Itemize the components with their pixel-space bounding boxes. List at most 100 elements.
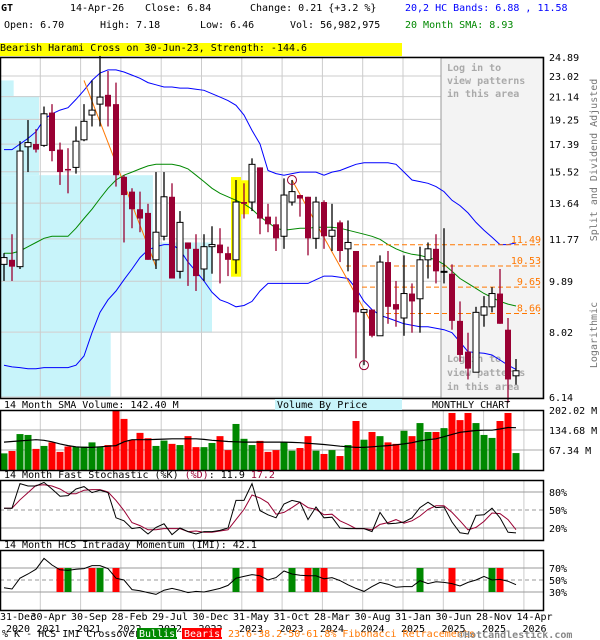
price-tick-label: 15.52	[549, 168, 579, 179]
close-value: Close: 6.84	[145, 3, 212, 14]
copyright-logo[interactable]: ©HotCandlestick.com	[458, 629, 572, 640]
candle-up	[440, 270, 448, 273]
candle-up	[208, 244, 216, 248]
candle-down	[241, 202, 247, 204]
volume-bar	[152, 445, 160, 470]
candle-down	[305, 196, 311, 239]
price-tick-label: 23.02	[549, 72, 579, 83]
candle-down	[65, 168, 71, 171]
date-label-year: 2023	[239, 624, 263, 635]
volume-by-price-bar	[1, 175, 153, 243]
candle-down	[105, 94, 111, 107]
candle-up	[280, 194, 288, 237]
date-label: 29-Jul	[152, 612, 188, 623]
candle-down	[497, 293, 503, 324]
date-label: 28-Mar	[314, 612, 350, 623]
volume-bar	[112, 410, 120, 470]
stochastic-d-value: 17.2	[251, 470, 275, 481]
volume-by-price-bar	[1, 80, 14, 96]
candle-up	[152, 231, 160, 261]
volume-bar	[128, 440, 136, 470]
volume-bar	[352, 420, 360, 470]
price-tick-label: 6.14	[549, 393, 573, 404]
candle-up	[344, 241, 352, 250]
imi-crossover-bullish	[312, 568, 320, 592]
fibonacci-level-label: 8.66	[517, 303, 541, 314]
candle-down	[225, 253, 231, 260]
candle-down	[409, 293, 415, 302]
low-value: Low: 6.46	[200, 20, 255, 31]
volume-bar	[488, 437, 496, 470]
stochastic-k-line	[4, 481, 517, 536]
volume-bar	[160, 440, 168, 470]
volume-panel-frame	[0, 409, 545, 472]
login-overlay[interactable]: Log in to view patterns in this area Log…	[440, 57, 544, 399]
candle-up	[480, 306, 488, 316]
volume-bar	[360, 439, 368, 470]
candle-up	[328, 229, 336, 237]
monthly-chart-label: MONTHLY CHART	[432, 400, 510, 411]
volume-tick-label: 134.68 M	[549, 426, 597, 437]
price-tick-label: 8.02	[549, 328, 573, 339]
candle-up	[248, 163, 256, 203]
volume-bar	[304, 436, 312, 470]
candle-down	[57, 149, 63, 173]
imi-crossover-bearish	[112, 568, 120, 592]
stochastic-panel-frame	[0, 479, 545, 542]
imi-crossover-bearish	[88, 568, 96, 592]
date-label-year: 2020	[6, 624, 30, 635]
symbol: GT	[1, 3, 14, 14]
imi-crossover-bullish	[232, 568, 240, 592]
candle-up	[232, 201, 240, 261]
volume-bar	[280, 442, 288, 470]
open-value: Open: 6.70	[4, 20, 65, 31]
login-text: in this area	[447, 88, 519, 100]
candle-down	[265, 216, 271, 225]
date-label: 30-Sep	[71, 612, 107, 623]
volume-bar	[216, 436, 224, 470]
volume-bar	[504, 412, 512, 470]
pattern-banner[interactable]: Bearish Harami Cross on 30-Jun-23, Stren…	[0, 43, 402, 56]
imi-panel-frame	[0, 549, 545, 612]
date-label: 30-Jun	[435, 612, 471, 623]
volume-bar	[32, 448, 40, 470]
candle-up	[176, 221, 184, 272]
volume-bar	[392, 443, 400, 470]
volume-by-price-label: Volume By Price	[277, 400, 367, 411]
stochastic-tick-label: 50%	[549, 506, 567, 517]
volume-panel-title: 14 Month SMA Volume: 142.40 M	[4, 400, 179, 411]
volume-bar	[104, 445, 112, 470]
volume-bar	[416, 423, 424, 470]
candle-up	[288, 191, 296, 203]
volume-bar	[240, 438, 248, 470]
date-label-year: 2024	[360, 624, 384, 635]
candle-down	[369, 309, 375, 336]
date-label-year: 2024	[320, 624, 344, 635]
volume-bar	[136, 432, 144, 470]
high-value: High: 7.18	[100, 20, 161, 31]
volume-bar	[472, 423, 480, 470]
login-overlay-area[interactable]	[440, 57, 544, 399]
volume-bar	[400, 430, 408, 470]
candle-up	[160, 196, 168, 237]
candle-up	[488, 293, 496, 308]
stochastic-title-prefix: 14 Month Fast Stochastic (%K)	[4, 470, 185, 481]
candle-up	[24, 142, 32, 148]
volume-bar	[144, 438, 152, 470]
pattern-marker-circle	[359, 360, 369, 371]
date-label-year: 2021	[77, 624, 101, 635]
volume-bar	[512, 453, 520, 470]
imi-crossover-bearish	[496, 568, 504, 592]
imi-crossover-bullish	[96, 568, 104, 592]
volume-bar	[448, 412, 456, 470]
volume-tick-label: 202.02 M	[549, 406, 597, 417]
date-label: 30-Dec	[192, 612, 228, 623]
volume-bar	[200, 447, 208, 470]
candle-down	[465, 351, 471, 369]
date-label: 31-Dec	[0, 612, 36, 623]
login-text: in this area	[447, 381, 519, 393]
change-value: Change: 0.21 {+3.2 %}	[250, 3, 377, 14]
upper-band-line	[4, 69, 517, 246]
fibonacci-note: 23.6-38.2-50-61.8% Fibonacci Retracement…	[228, 629, 475, 640]
